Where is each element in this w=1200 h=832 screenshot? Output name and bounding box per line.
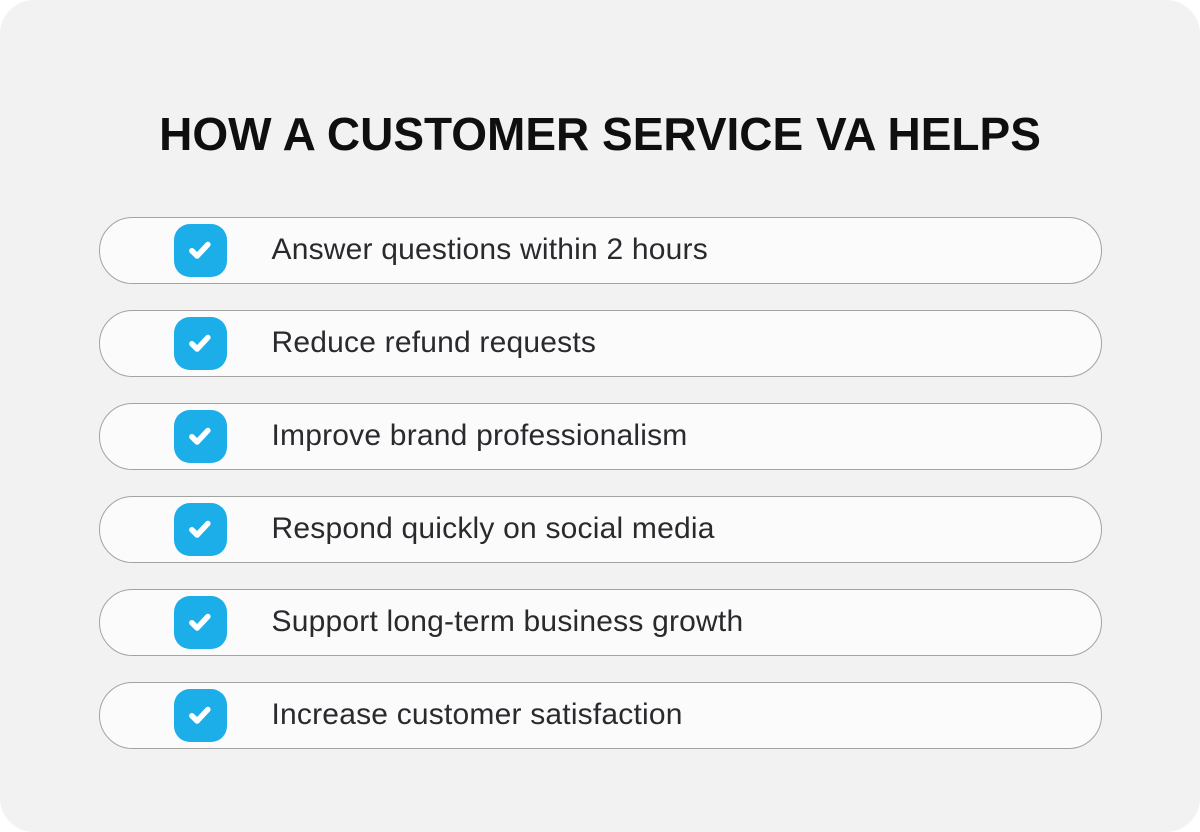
list-item: Respond quickly on social media [98, 495, 1102, 563]
list-item-label: Answer questions within 2 hours [271, 233, 708, 267]
check-icon [173, 409, 227, 463]
list-item: Answer questions within 2 hours [98, 216, 1102, 284]
list-item-label: Reduce refund requests [271, 326, 597, 360]
list-item: Reduce refund requests [98, 309, 1102, 377]
check-icon [173, 223, 227, 277]
list-item-label: Improve brand professionalism [271, 419, 688, 453]
check-icon [173, 595, 227, 649]
list-item: Increase customer satisfaction [98, 681, 1102, 749]
check-icon [173, 688, 227, 742]
page-title: HOW A CUSTOMER SERVICE VA HELPS [159, 108, 1041, 160]
list-item: Improve brand professionalism [98, 402, 1102, 470]
list-item: Support long-term business growth [98, 588, 1102, 656]
list-item-label: Support long-term business growth [271, 605, 744, 639]
checklist: Answer questions within 2 hours Reduce r… [98, 216, 1102, 749]
check-icon [173, 502, 227, 556]
list-item-label: Respond quickly on social media [271, 512, 715, 546]
list-item-label: Increase customer satisfaction [271, 698, 683, 732]
check-icon [173, 316, 227, 370]
